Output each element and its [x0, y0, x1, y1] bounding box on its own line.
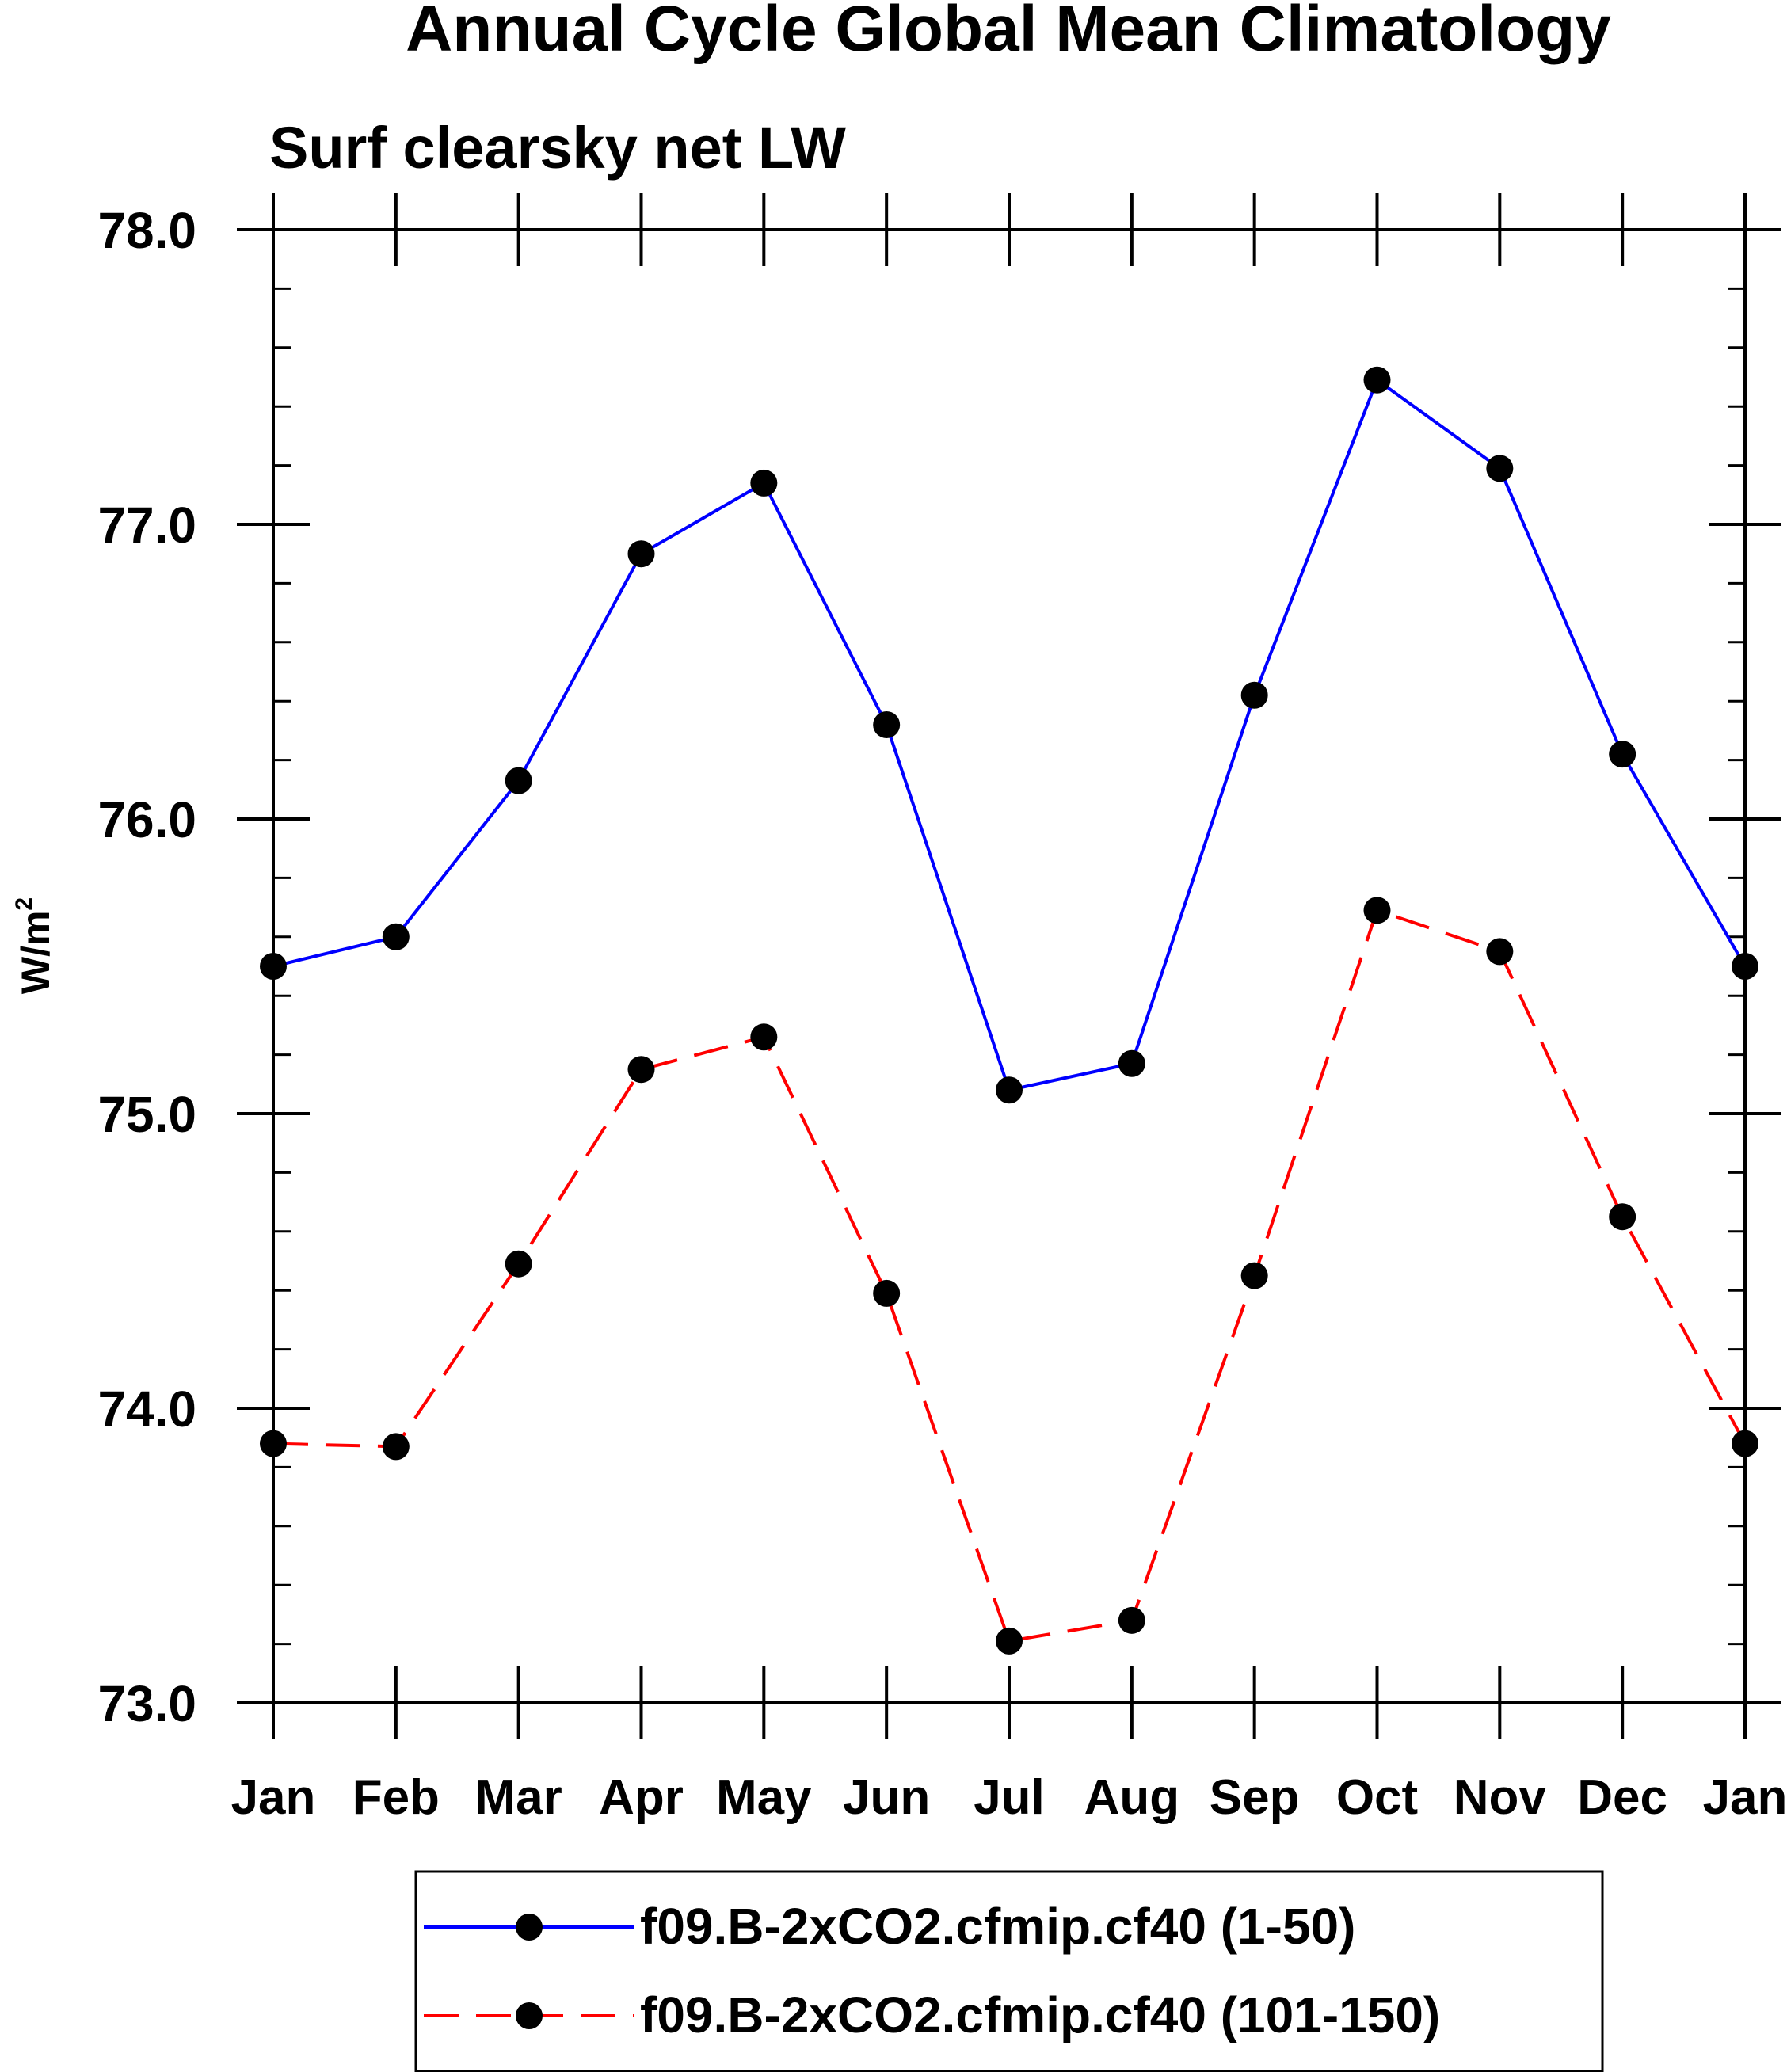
- x-tick-label: Apr: [599, 1770, 684, 1825]
- series-layer: [260, 366, 1758, 1655]
- series-1-point: [260, 953, 287, 980]
- x-tick-label: Sep: [1210, 1770, 1300, 1825]
- series-2-point: [873, 1279, 901, 1307]
- series-1-point: [1363, 366, 1391, 394]
- x-axis-ticks: Jan Feb Mar Apr May Jun Jul Aug Sep Oct Nov Dec Jan: [231, 193, 1787, 1825]
- series-2-point: [750, 1023, 778, 1051]
- minor-ticks: [273, 228, 1745, 1704]
- series-2-point: [996, 1627, 1023, 1655]
- series-1-point: [1118, 1049, 1145, 1077]
- x-tick-label: May: [716, 1770, 812, 1825]
- x-tick-label: Jul: [974, 1770, 1045, 1825]
- svg-text:W/m2: W/m2: [11, 897, 58, 994]
- series-line-1: [272, 377, 1747, 1092]
- series-1-point: [1486, 455, 1514, 482]
- legend-label-series-2: f09.B-2xCO2.cfmip.cf40 (101-150): [640, 1986, 1440, 2043]
- x-tick-label: Jan: [231, 1770, 316, 1825]
- legend: f09.B-2xCO2.cfmip.cf40 (1-50) f09.B-2xCO…: [414, 1870, 1604, 2072]
- series-2-point: [382, 1433, 410, 1461]
- series-2-point: [505, 1250, 532, 1278]
- series-1-point: [1609, 741, 1636, 768]
- x-tick-label: Dec: [1577, 1770, 1667, 1825]
- series-2-point: [1363, 897, 1391, 924]
- y-tick-label: 74.0: [97, 1381, 196, 1438]
- series-1-point: [750, 469, 778, 497]
- series-2-point: [1732, 1430, 1758, 1457]
- series-1-point: [1240, 681, 1268, 709]
- x-tick-label: Aug: [1084, 1770, 1180, 1825]
- legend-marker-series-2: [516, 2002, 543, 2029]
- series-1-point: [382, 923, 410, 950]
- x-tick-label: Feb: [352, 1770, 440, 1825]
- x-tick-label: Oct: [1336, 1770, 1418, 1825]
- x-tick-label: Mar: [475, 1770, 562, 1825]
- y-axis-ticks: 73.0 74.0 75.0 76.0 77.0 78.0: [97, 202, 1781, 1732]
- legend-box: [414, 1870, 1604, 2072]
- plot-frame: [272, 228, 1747, 1704]
- series-2-point: [1118, 1606, 1145, 1634]
- x-tick-label: Nov: [1454, 1770, 1547, 1825]
- series-2-point: [1240, 1262, 1268, 1289]
- series-2-point: [1609, 1203, 1636, 1231]
- x-tick-label: Jun: [843, 1770, 930, 1825]
- series-2-point: [260, 1430, 287, 1457]
- series-1-point: [996, 1076, 1023, 1104]
- series-2-point: [627, 1056, 655, 1084]
- series-1-point: [627, 540, 655, 568]
- series-line-2: [272, 908, 1747, 1644]
- y-tick-label: 73.0: [97, 1675, 196, 1732]
- y-tick-label: 77.0: [97, 497, 196, 554]
- series-1-point: [873, 710, 901, 738]
- y-axis-label-superscript: 2: [11, 897, 37, 911]
- series-2-point: [1486, 938, 1514, 966]
- y-axis-label-text: W/m: [13, 911, 58, 995]
- legend-marker-series-1: [516, 1914, 543, 1941]
- series-1-point: [1732, 953, 1758, 980]
- legend-label-series-1: f09.B-2xCO2.cfmip.cf40 (1-50): [640, 1898, 1355, 1955]
- series-1-point: [505, 767, 532, 794]
- y-tick-label: 76.0: [97, 791, 196, 848]
- y-tick-label: 78.0: [97, 202, 196, 259]
- chart-subtitle: Surf clearsky net LW: [269, 115, 846, 181]
- y-axis-label: W/m2: [11, 897, 58, 994]
- x-tick-label: Jan: [1703, 1770, 1787, 1825]
- y-tick-label: 75.0: [97, 1086, 196, 1143]
- chart-title: Annual Cycle Global Mean Climatology: [406, 0, 1611, 65]
